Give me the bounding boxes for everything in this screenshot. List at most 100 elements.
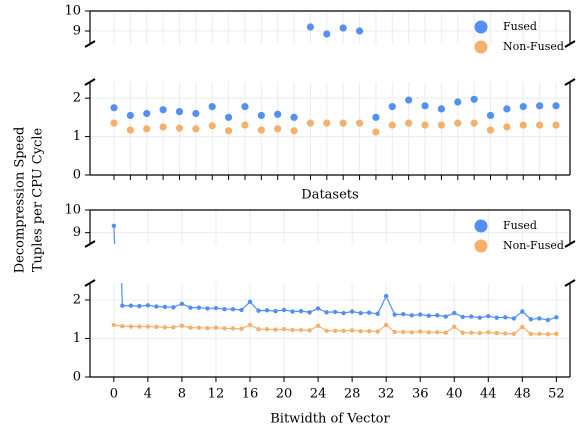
x-tick-label: 12 (208, 387, 225, 402)
data-point (392, 312, 397, 317)
data-point (137, 324, 142, 329)
data-point (366, 310, 372, 315)
data-point (470, 95, 478, 103)
data-point (520, 324, 525, 330)
data-point (196, 305, 202, 310)
y-tick-label: 9 (73, 24, 81, 39)
data-point (257, 111, 265, 120)
data-point (179, 301, 185, 307)
data-point (256, 308, 261, 313)
y-label: Tuples per CPU Cycle (31, 128, 46, 273)
legend-marker (474, 239, 488, 253)
data-point (281, 307, 287, 313)
data-point (383, 293, 389, 299)
data-point (298, 327, 304, 333)
data-point (366, 328, 372, 334)
data-point (323, 119, 331, 127)
data-point (137, 303, 142, 309)
x-tick-label: 8 (178, 387, 186, 402)
data-point (443, 314, 448, 319)
data-point (306, 23, 315, 31)
legend-label: Fused (503, 20, 537, 33)
x-tick-label: 0 (110, 387, 118, 402)
y-tick-label: 2 (73, 91, 81, 106)
data-point (418, 329, 423, 334)
data-point (264, 327, 270, 332)
data-point (372, 113, 380, 121)
legend-marker (474, 20, 488, 34)
data-point (159, 106, 167, 114)
data-point (175, 124, 184, 132)
data-point (388, 121, 396, 129)
data-point (486, 111, 495, 120)
data-point (392, 329, 397, 335)
data-point (213, 325, 219, 330)
x-tick-label: 48 (514, 387, 531, 402)
data-point (290, 309, 295, 314)
data-point (339, 119, 347, 127)
y-tick-label: 1 (73, 129, 81, 144)
legend-label: Fused (503, 219, 537, 232)
data-point (315, 323, 321, 328)
data-point (460, 314, 465, 320)
data-point (536, 121, 544, 129)
legend-marker (474, 40, 488, 54)
legend-marker (474, 219, 488, 233)
data-point (503, 315, 508, 320)
data-point (273, 308, 278, 314)
data-point (421, 102, 429, 110)
data-point (349, 328, 355, 333)
data-point (552, 102, 560, 110)
data-point (332, 328, 338, 333)
data-point (494, 330, 500, 336)
data-point (552, 121, 560, 129)
y-tick-label: 2 (73, 292, 81, 307)
data-point (409, 330, 414, 335)
data-point (520, 309, 525, 314)
data-point (307, 328, 312, 333)
data-point (290, 113, 298, 121)
data-point (224, 113, 233, 121)
x-tick-label: 4 (144, 387, 152, 402)
data-point (175, 107, 184, 116)
data-point (281, 327, 287, 332)
y-label: Decompression Speed (13, 127, 28, 274)
data-point (145, 324, 151, 329)
data-point (126, 111, 134, 120)
y-tick-label: 10 (64, 4, 81, 19)
data-point (375, 329, 380, 334)
axis-break (84, 240, 96, 248)
axis-break (84, 279, 96, 287)
data-point (264, 308, 270, 313)
x-tick-label: 20 (276, 387, 293, 402)
data-point (154, 324, 159, 330)
data-point (388, 102, 396, 111)
data-point (375, 311, 380, 317)
data-point (179, 323, 185, 328)
axis-break (564, 279, 576, 287)
data-point (110, 119, 118, 127)
data-point (486, 313, 491, 319)
data-point (486, 330, 491, 335)
series-line (121, 283, 557, 321)
data-point (239, 326, 244, 332)
data-point (222, 306, 227, 312)
data-point (469, 314, 474, 319)
data-point (503, 105, 511, 113)
x-tick-label: 28 (344, 387, 361, 402)
data-point (290, 327, 295, 333)
data-point (519, 102, 527, 111)
data-point (188, 325, 193, 330)
x-tick-label: 52 (548, 387, 565, 402)
data-point (222, 326, 227, 331)
data-point (528, 331, 534, 337)
data-point (511, 331, 517, 337)
data-point (274, 110, 282, 118)
data-point (405, 96, 413, 104)
data-point (128, 324, 134, 329)
data-point (332, 309, 338, 315)
data-point (120, 323, 125, 329)
legend-label: Non-Fused (503, 239, 564, 252)
x-tick-label: 24 (310, 387, 327, 402)
data-point (120, 303, 125, 308)
